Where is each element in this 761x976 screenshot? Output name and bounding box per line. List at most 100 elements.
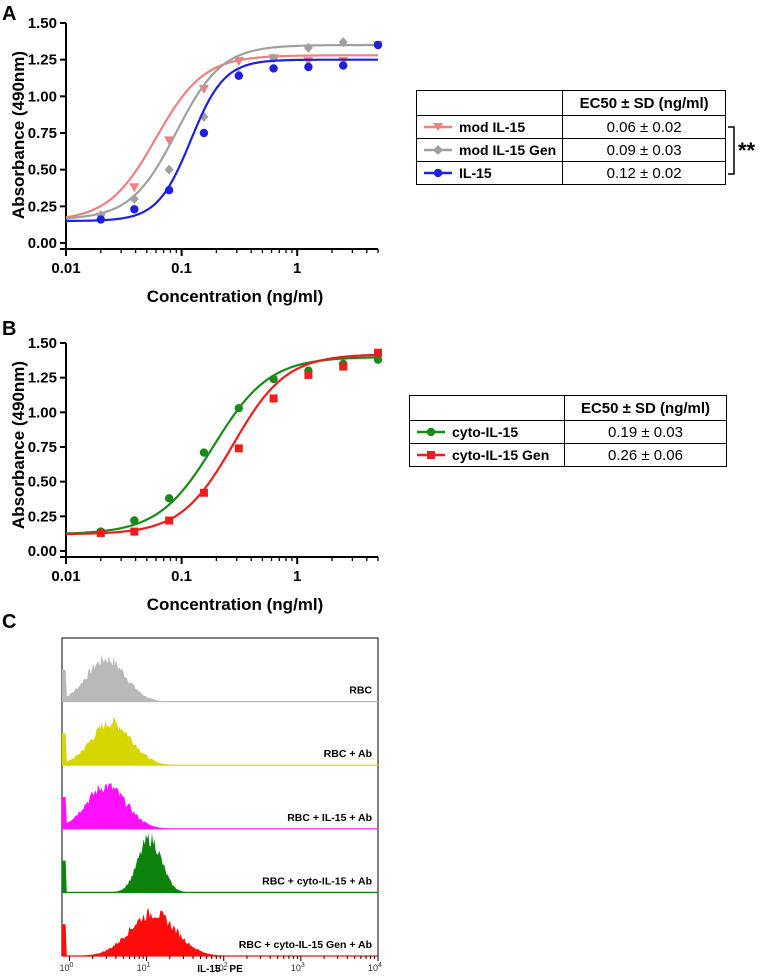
- table-label-cell: mod IL-15 Gen: [415, 138, 564, 162]
- x-tick-label: 0.1: [171, 260, 192, 277]
- data-point-mod-il-15: [129, 183, 140, 193]
- fit-curve-mod-il-15-gen: [65, 43, 378, 220]
- panel-letter-b: B: [2, 318, 16, 340]
- y-tick-label: 0.50: [28, 162, 57, 179]
- table-value-cell: 0.26 ± 0.06: [564, 443, 727, 467]
- data-point-il-15: [96, 215, 105, 224]
- y-tick-label: 0.00: [28, 235, 57, 252]
- y-tick-label: 0.75: [28, 125, 57, 142]
- panel-letter-a: A: [2, 3, 16, 25]
- panel-c-histogram: RBC RBC + Ab RBC + IL-15 + Ab RBC + cyto-IL…: [60, 637, 382, 973]
- data-point-il-15: [269, 64, 278, 73]
- data-point-il-15: [164, 186, 174, 195]
- fit-curve-il-15: [66, 58, 378, 222]
- histogram-rbc: [62, 654, 378, 702]
- data-point-mod-il-15-gen: [338, 37, 348, 48]
- data-point-mod-il-15-gen: [164, 164, 174, 175]
- data-point-il-15: [373, 40, 383, 50]
- x-tick-exponent: 0: [70, 962, 74, 969]
- legend-label-mod-il15: mod IL-15: [459, 119, 526, 135]
- histogram-label-rbc-cyto-il-15-gen-ab: RBC + cyto-IL-15 Gen + Ab: [239, 939, 372, 951]
- fit-curve-mod-il-15: [65, 54, 378, 219]
- y-tick-label: 0.00: [28, 543, 57, 560]
- data-point-mod-il-15-gen: [303, 42, 313, 53]
- data-point-il-15: [339, 61, 348, 70]
- table-label-cell: cyto-IL-15: [409, 420, 565, 444]
- y-tick-label: 0.75: [28, 439, 57, 456]
- table-corner-cell: [415, 90, 564, 116]
- table-value-cell: 0.06 ± 0.02: [562, 115, 726, 139]
- table-row: cyto-IL-15 0.19 ± 0.03: [409, 420, 727, 444]
- panel-a-ec50-table: EC50 ± SD (ng/ml) mod IL-15 0.06 ± 0.02 …: [415, 90, 726, 185]
- data-point-mod-il-15-gen: [129, 194, 139, 204]
- data-point-il-15: [304, 62, 313, 72]
- data-point-il-15: [234, 71, 244, 81]
- histogram-rbc-cyto-il-15-ab: [62, 832, 378, 893]
- histogram-label-rbc-il-15-ab: RBC + IL-15 + Ab: [287, 812, 372, 824]
- panel-letter-c: C: [2, 611, 16, 633]
- panel-a-x-axis-label: Concentration (ng/ml): [147, 287, 324, 306]
- x-tick-label: 100: [60, 962, 74, 973]
- x-tick-label: 1: [293, 568, 301, 585]
- panel-b-x-axis-label: Concentration (ng/ml): [147, 595, 324, 614]
- data-point-cyto-il-15-gen: [339, 362, 348, 371]
- y-tick-label: 1.25: [28, 52, 57, 69]
- histogram-rbc-ab: [62, 716, 378, 766]
- legend-label-mod-il15-gen: mod IL-15 Gen: [459, 142, 557, 158]
- data-point-il-15: [199, 128, 209, 138]
- legend-label-cyto-il15: cyto-IL-15: [452, 424, 519, 440]
- table-label-cell: IL-15: [415, 161, 564, 185]
- table-header-row: EC50 ± SD (ng/ml): [415, 90, 726, 116]
- x-tick-label: 101: [137, 962, 151, 973]
- panel-a-y-axis-label: Absorbance (490nm): [9, 51, 28, 219]
- y-tick-label: 0.50: [28, 474, 57, 491]
- x-tick-label: 102: [214, 962, 228, 973]
- data-point-mod-il-15: [233, 57, 244, 67]
- data-point-cyto-il-15: [130, 516, 139, 525]
- x-tick-exponent: 3: [301, 962, 305, 969]
- significance-bracket: [728, 126, 735, 175]
- x-tick-label: 1: [293, 260, 301, 277]
- data-point-cyto-il-15-gen: [374, 348, 382, 357]
- x-tick-label: 0.01: [51, 260, 80, 277]
- legend-label-cyto-il15-gen: cyto-IL-15 Gen: [452, 447, 550, 463]
- data-point-cyto-il-15-gen: [199, 488, 208, 497]
- data-point-cyto-il-15: [373, 355, 383, 364]
- x-tick-exponent: 4: [378, 962, 382, 969]
- table-label-cell: cyto-IL-15 Gen: [409, 443, 565, 467]
- x-tick-exponent: 2: [224, 962, 228, 969]
- fit-curve-cyto-il-15: [65, 356, 378, 535]
- table-label-cell: mod IL-15: [415, 115, 564, 139]
- panel-a-plot: 0.00 0.25 0.50 0.75 1.00 1.25 1.50 0.01 0.1 1: [28, 15, 383, 277]
- legend-label-il15: IL-15: [459, 165, 492, 181]
- data-point-il-15: [130, 205, 139, 214]
- y-tick-label: 0.25: [28, 198, 57, 215]
- x-tick-label: 104: [368, 962, 382, 973]
- fit-curve-cyto-il-15-gen: [66, 353, 379, 536]
- data-point-cyto-il-15-gen: [96, 528, 105, 537]
- x-tick-label: 0.1: [171, 568, 192, 585]
- table-row: cyto-IL-15 Gen 0.26 ± 0.06: [409, 443, 727, 467]
- data-point-cyto-il-15-gen: [165, 516, 174, 525]
- data-point-cyto-il-15: [234, 403, 244, 413]
- table-header-cell: EC50 ± SD (ng/ml): [564, 395, 727, 421]
- y-tick-label: 1.00: [28, 404, 57, 421]
- table-corner-cell: [409, 395, 565, 421]
- table-header-cell: EC50 ± SD (ng/ml): [562, 90, 726, 116]
- y-tick-label: 1.50: [28, 15, 57, 32]
- table-value-cell: 0.09 ± 0.03: [562, 138, 726, 162]
- data-point-cyto-il-15: [269, 374, 278, 384]
- data-point-cyto-il-15-gen: [234, 444, 243, 453]
- panel-b-ec50-table: EC50 ± SD (ng/ml) cyto-IL-15 0.19 ± 0.03…: [409, 395, 727, 467]
- data-point-cyto-il-15: [199, 448, 209, 457]
- x-tick-label: 103: [291, 962, 305, 973]
- table-value-cell: 0.12 ± 0.02: [562, 161, 726, 185]
- significance-marker: **: [738, 138, 756, 163]
- histogram-label-rbc: RBC: [349, 685, 372, 697]
- data-point-cyto-il-15-gen: [269, 394, 278, 403]
- table-row: mod IL-15 0.06 ± 0.02: [415, 115, 726, 139]
- table-row: mod IL-15 Gen 0.09 ± 0.03: [415, 138, 726, 162]
- histogram-rbc-il-15-ab: [62, 782, 378, 829]
- y-tick-label: 1.50: [28, 335, 57, 352]
- histogram-label-rbc-ab: RBC + Ab: [324, 748, 372, 760]
